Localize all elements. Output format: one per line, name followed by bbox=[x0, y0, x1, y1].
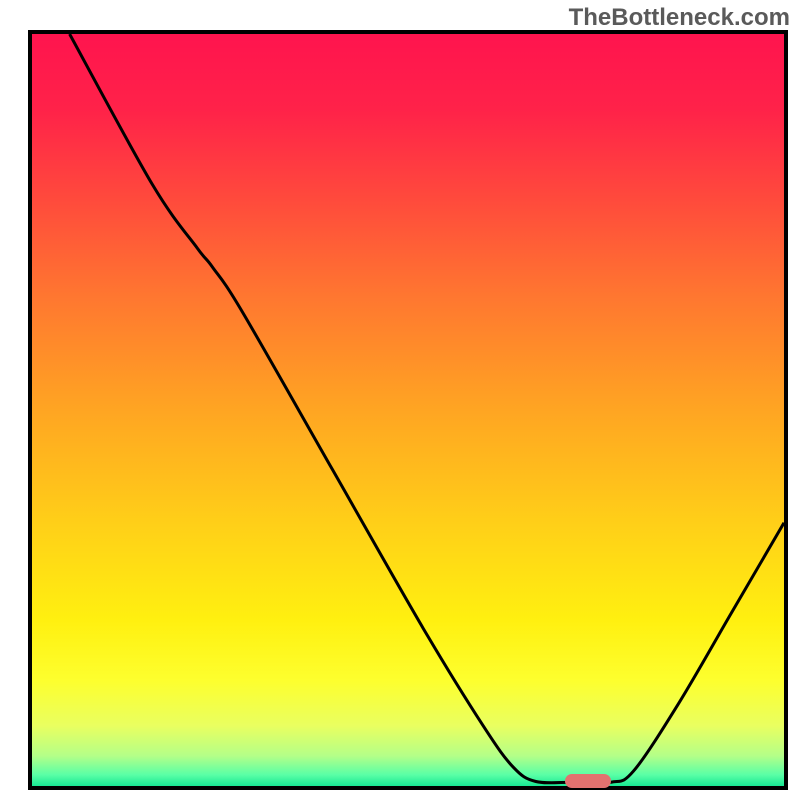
bottleneck-curve bbox=[32, 34, 784, 786]
bottleneck-chart: TheBottleneck.com bbox=[0, 0, 800, 800]
plot-area bbox=[28, 30, 788, 790]
watermark-text: TheBottleneck.com bbox=[569, 4, 790, 32]
optimal-marker bbox=[565, 774, 611, 788]
curve-path bbox=[70, 34, 784, 783]
